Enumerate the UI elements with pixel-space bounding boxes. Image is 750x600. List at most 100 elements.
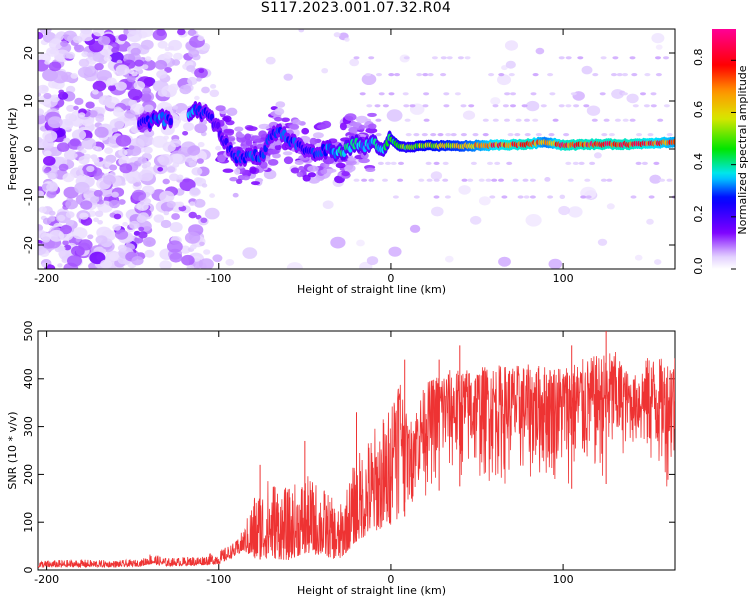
- noise-blob: [212, 254, 223, 263]
- noise-blob: [194, 123, 208, 134]
- noise-streak: [629, 118, 636, 122]
- noise-blob: [43, 168, 50, 174]
- noise-blob: [44, 60, 50, 65]
- noise-streak: [454, 92, 461, 96]
- noise-streak: [584, 178, 591, 182]
- noise-blob: [196, 77, 202, 82]
- noise-blob: [47, 172, 57, 179]
- noise-blob: [200, 217, 208, 223]
- ridge-halo: [368, 123, 377, 130]
- noise-streak: [577, 56, 584, 60]
- noise-blob: [76, 175, 87, 183]
- noise-blob: [111, 47, 120, 53]
- noise-blob: [142, 87, 152, 95]
- ridge-halo: [289, 123, 300, 130]
- noise-blob: [47, 116, 63, 129]
- noise-blob: [525, 214, 542, 227]
- noise-blob: [73, 105, 79, 111]
- noise-streak: [558, 104, 565, 108]
- noise-blob: [568, 206, 583, 218]
- noise-streak: [650, 104, 657, 108]
- noise-streak: [655, 56, 661, 60]
- noise-blob: [114, 81, 127, 91]
- noise-streak: [388, 73, 395, 77]
- bottom-axis-ytick-label: 300: [22, 416, 35, 437]
- noise-streak: [578, 161, 585, 165]
- noise-streak: [376, 73, 382, 77]
- noise-blob: [88, 110, 98, 118]
- noise-streak: [580, 195, 587, 199]
- top-axis-ytick-label: -10: [22, 188, 35, 206]
- colorbar-tick-label: 0.6: [692, 101, 705, 119]
- noise-blob: [144, 56, 152, 62]
- noise-blob: [133, 80, 146, 90]
- noise-blob: [141, 64, 149, 70]
- noise-streak: [440, 73, 447, 77]
- noise-blob: [92, 89, 99, 95]
- noise-blob: [78, 112, 86, 118]
- noise-blob: [38, 31, 44, 40]
- noise-streak: [422, 73, 429, 77]
- noise-blob: [182, 131, 189, 136]
- colorbar-label: Normalized spectral amplitude: [736, 65, 749, 234]
- noise-streak: [433, 195, 440, 199]
- noise-streak: [508, 73, 515, 77]
- noise-blob: [581, 65, 593, 75]
- noise-blob: [109, 118, 125, 130]
- noise-blob: [63, 52, 71, 59]
- noise-blob: [193, 177, 203, 184]
- noise-blob: [138, 226, 145, 232]
- noise-streak: [403, 56, 410, 60]
- noise-blob: [63, 137, 71, 143]
- noise-blob: [162, 141, 176, 153]
- noise-blob: [94, 62, 104, 71]
- noise-blob: [97, 35, 111, 46]
- noise-blob: [42, 130, 58, 143]
- noise-blob: [286, 262, 303, 269]
- noise-blob: [470, 215, 482, 225]
- noise-blob: [525, 100, 540, 112]
- noise-streak: [506, 161, 513, 165]
- noise-streak: [504, 118, 510, 122]
- ridge-core: [168, 117, 173, 126]
- noise-blob: [71, 153, 78, 159]
- ridge-halo: [222, 129, 235, 136]
- noise-blob: [67, 255, 82, 267]
- noise-blob: [187, 145, 201, 156]
- noise-streak: [468, 104, 475, 108]
- noise-streak: [382, 104, 389, 108]
- noise-blob: [458, 185, 471, 195]
- noise-blob: [97, 220, 103, 225]
- noise-blob: [198, 68, 205, 74]
- noise-blob: [164, 66, 173, 73]
- noise-blob: [48, 38, 63, 50]
- noise-blob: [65, 211, 75, 219]
- ridge-halo: [296, 171, 304, 178]
- noise-streak: [515, 118, 522, 122]
- noise-blob: [160, 219, 172, 229]
- noise-blob: [83, 153, 91, 160]
- noise-blob: [163, 51, 173, 59]
- noise-streak: [573, 104, 580, 108]
- ridge-halo: [236, 133, 245, 138]
- noise-blob: [140, 93, 152, 102]
- noise-blob: [62, 240, 69, 246]
- noise-streak: [450, 133, 457, 137]
- noise-blob: [92, 146, 99, 151]
- noise-blob: [65, 199, 78, 210]
- noise-streak: [394, 73, 400, 77]
- noise-blob: [71, 227, 88, 240]
- noise-blob: [183, 122, 195, 131]
- noise-streak: [547, 195, 554, 199]
- noise-blob: [57, 263, 63, 268]
- noise-blob: [156, 29, 166, 37]
- noise-blob: [112, 224, 122, 231]
- noise-streak: [611, 92, 618, 96]
- noise-blob: [298, 29, 305, 33]
- noise-blob: [86, 52, 94, 58]
- noise-blob: [504, 40, 519, 51]
- noise-streak: [532, 73, 539, 77]
- noise-blob: [128, 69, 135, 75]
- noise-blob: [57, 214, 66, 222]
